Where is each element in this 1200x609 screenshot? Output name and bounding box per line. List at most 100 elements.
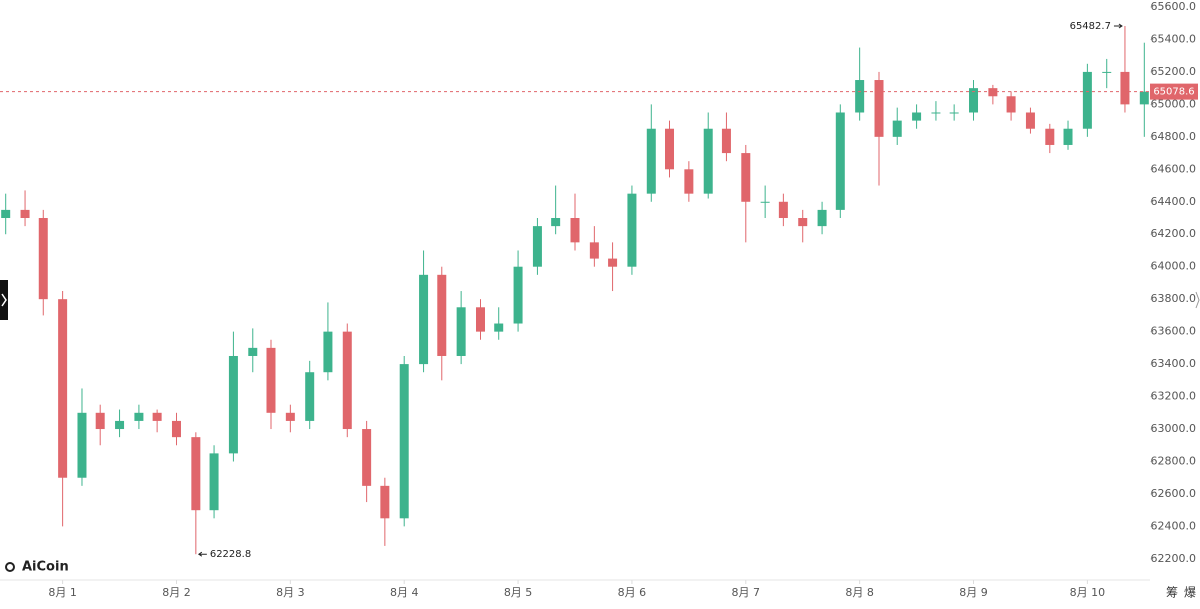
max-arrow	[1113, 23, 1123, 29]
y-tick-label: 65400.0	[1151, 32, 1197, 45]
logo-icon	[5, 562, 15, 572]
candle-body	[494, 323, 504, 332]
y-tick-label: 64400.0	[1151, 195, 1197, 208]
candle-body	[362, 429, 372, 486]
candle-body	[1006, 96, 1016, 113]
x-tick-label: 8月 2	[162, 586, 191, 599]
candle-body	[380, 485, 390, 519]
candle-body	[646, 128, 656, 194]
candle-body	[892, 120, 902, 137]
candle-body	[855, 80, 865, 113]
candle-body	[721, 128, 731, 154]
candle-body	[1082, 71, 1092, 129]
candle-body	[627, 193, 637, 267]
candle-body	[228, 355, 238, 454]
candle-body	[323, 331, 333, 373]
candle-body	[988, 88, 998, 97]
y-tick-label: 62800.0	[1151, 455, 1197, 468]
y-tick-label: 62200.0	[1151, 552, 1197, 565]
side-tab[interactable]	[0, 280, 8, 320]
y-tick-label: 63800.0	[1151, 292, 1197, 305]
candle-body	[874, 80, 884, 137]
y-tick-label: 64600.0	[1151, 162, 1197, 175]
x-tick-label: 8月 6	[618, 586, 647, 599]
y-tick-label: 62400.0	[1151, 519, 1197, 532]
candle-body	[589, 242, 599, 259]
y-tick-label: 65000.0	[1151, 97, 1197, 110]
y-tick-label: 64000.0	[1151, 260, 1197, 273]
y-tick-label: 63600.0	[1151, 325, 1197, 338]
candle-body	[95, 412, 105, 430]
candle-body	[305, 372, 315, 421]
candle-body	[1139, 91, 1149, 105]
x-tick-label: 8月 7	[732, 586, 761, 599]
x-tick-label: 8月 8	[845, 586, 874, 599]
logo: AiCoin	[5, 560, 69, 575]
x-tick-label: 8月 1	[48, 586, 77, 599]
right-tab-arrow[interactable]	[1195, 291, 1200, 309]
candle-body	[115, 420, 125, 430]
toolbar-button[interactable]: 爆	[1184, 586, 1196, 600]
x-tick-label: 8月 9	[959, 586, 988, 599]
last-price-label: 65078.6	[1153, 87, 1194, 98]
candle-body	[77, 412, 87, 478]
candle-body	[684, 169, 694, 194]
candle-body	[419, 274, 429, 365]
min-annotation: 62228.8	[210, 549, 251, 560]
candle-body	[551, 218, 561, 227]
candle-body	[399, 364, 409, 519]
candle-body	[912, 112, 922, 121]
candle-body	[665, 128, 675, 170]
candle-body	[152, 412, 162, 421]
candle-body	[608, 258, 618, 267]
candle-body	[817, 209, 827, 227]
candle-body	[1120, 71, 1130, 105]
candle-body	[798, 218, 808, 227]
toolbar-button[interactable]: 筹	[1166, 586, 1178, 600]
candle-body	[342, 331, 352, 430]
candle-body	[513, 266, 523, 324]
candle-body	[931, 112, 941, 114]
candle-body	[285, 412, 295, 421]
y-tick-label: 64200.0	[1151, 227, 1197, 240]
y-tick-label: 65600.0	[1151, 0, 1197, 13]
candle-body	[475, 307, 485, 332]
candle-body	[248, 347, 258, 356]
last-price-box	[1150, 83, 1198, 100]
candle-body	[437, 274, 447, 356]
y-tick-label: 62600.0	[1151, 487, 1197, 500]
candle-body	[1025, 112, 1035, 129]
max-annotation: 65482.7	[1070, 21, 1111, 32]
candle-body	[38, 218, 48, 300]
y-tick-label: 63200.0	[1151, 390, 1197, 403]
candle-body	[703, 128, 713, 194]
min-arrow	[197, 551, 207, 557]
x-tick-label: 8月 3	[276, 586, 305, 599]
candle-body	[1102, 71, 1112, 73]
candle-body	[20, 209, 30, 219]
side-tab-arrow	[1, 293, 7, 307]
candle-body	[266, 347, 276, 413]
x-tick-label: 8月 4	[390, 586, 419, 599]
candle-body	[835, 112, 845, 210]
candle-body	[209, 453, 219, 511]
candle-body	[58, 299, 68, 478]
candle-body	[778, 201, 788, 219]
x-tick-label: 8月 5	[504, 586, 533, 599]
candle-body	[570, 218, 580, 243]
candle-body	[1063, 128, 1073, 145]
candle-body	[1, 209, 11, 219]
candle-body	[532, 226, 542, 267]
candle-body	[456, 307, 466, 356]
candle-body	[969, 88, 979, 113]
candle-body	[1045, 128, 1055, 145]
candle-body	[760, 201, 770, 203]
y-tick-label: 64800.0	[1151, 130, 1197, 143]
brand: AiCoin	[22, 560, 69, 575]
candle-body	[134, 412, 144, 421]
candle-body	[949, 112, 959, 114]
y-tick-label: 63000.0	[1151, 422, 1197, 435]
candle-body	[171, 420, 181, 438]
